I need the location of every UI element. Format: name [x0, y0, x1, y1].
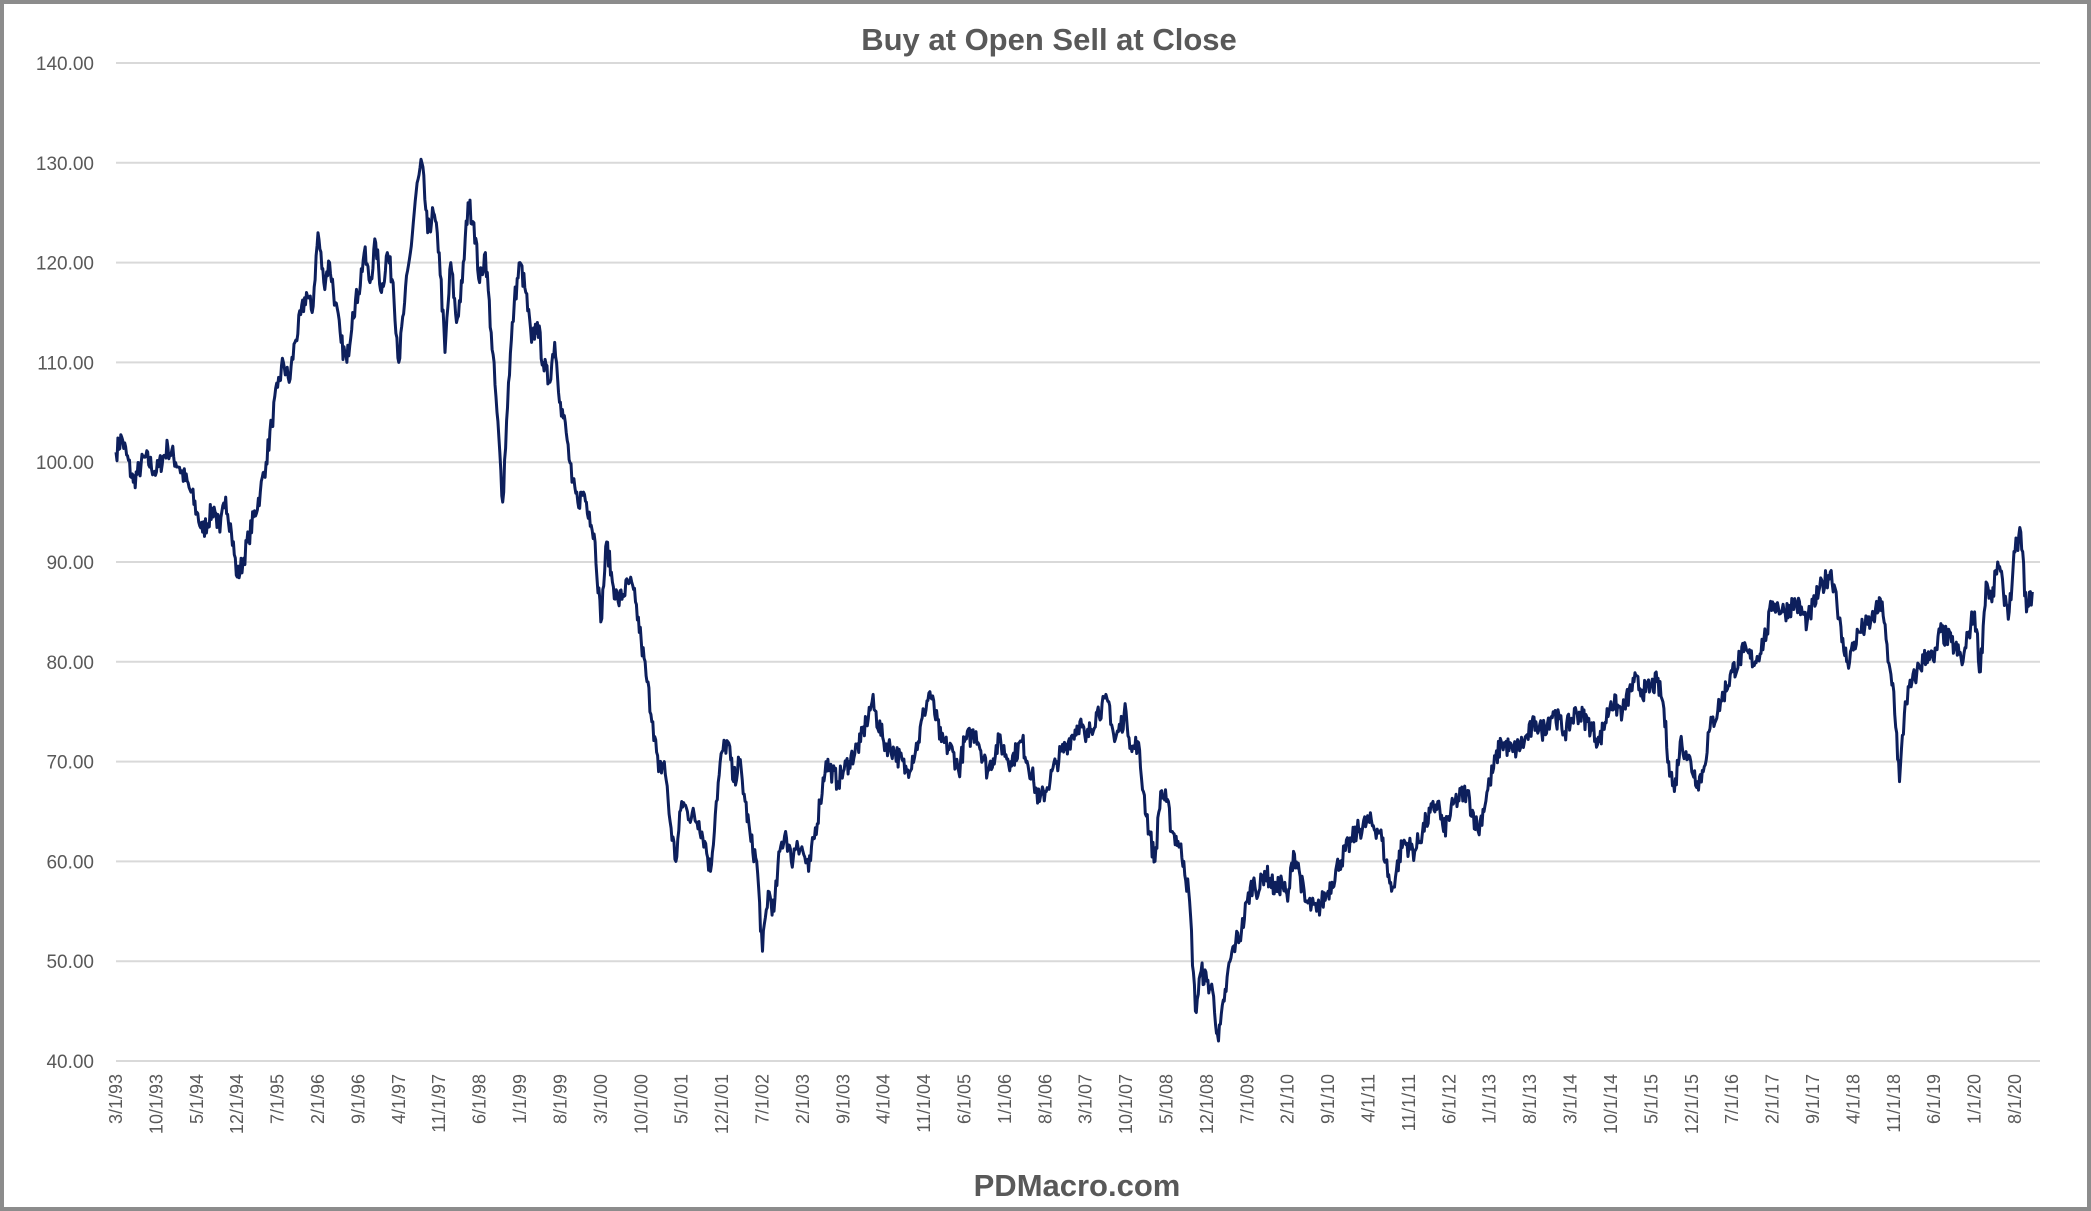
x-tick-label: 10/1/00: [631, 1074, 651, 1134]
x-tick-label: 5/1/01: [672, 1074, 692, 1124]
x-tick-label: 5/1/08: [1157, 1074, 1177, 1124]
x-tick-label: 2/1/10: [1278, 1074, 1298, 1124]
x-tick-label: 7/1/95: [268, 1074, 288, 1124]
gridlines: [116, 62, 2040, 1062]
x-tick-label: 10/1/93: [146, 1074, 166, 1134]
x-tick-label: 8/1/06: [1035, 1074, 1055, 1124]
x-tick-label: 6/1/12: [1439, 1074, 1459, 1124]
x-tick-label: 6/1/05: [954, 1074, 974, 1124]
x-tick-label: 12/1/94: [227, 1074, 247, 1134]
chart-title: Buy at Open Sell at Close: [861, 22, 1237, 57]
x-axis-labels: 3/1/93 10/1/93 5/1/94 12/1/94 7/1/95 2/1/96 9/…: [106, 1074, 2025, 1134]
x-tick-label: 3/1/93: [106, 1074, 126, 1124]
y-axis-labels: 40.00 50.00 60.00 70.00 80.00 90.00 100.00 110.…: [36, 54, 94, 1073]
y-tick-label: 90.00: [46, 553, 94, 574]
x-tick-label: 12/1/01: [712, 1074, 732, 1134]
x-tick-label: 4/1/04: [874, 1074, 894, 1124]
x-tick-label: 8/1/13: [1520, 1074, 1540, 1124]
x-tick-label: 4/1/11: [1359, 1074, 1379, 1123]
x-tick-label: 7/1/16: [1722, 1074, 1742, 1124]
x-tick-label: 1/1/20: [1965, 1074, 1985, 1124]
series-group: [114, 157, 2034, 1043]
x-tick-label: 9/1/03: [833, 1074, 853, 1124]
x-tick-label: 12/1/08: [1197, 1074, 1217, 1134]
y-tick-label: 100.00: [36, 453, 94, 474]
x-tick-label: 9/1/96: [348, 1074, 368, 1124]
x-tick-label: 7/1/02: [752, 1074, 772, 1124]
line-chart: Buy at Open Sell at Close 40.00 50.00 60.0…: [36, 22, 2040, 1203]
x-tick-label: 9/1/17: [1803, 1074, 1823, 1124]
x-tick-label: 11/1/04: [914, 1074, 934, 1133]
x-tick-label: 7/1/09: [1237, 1074, 1257, 1124]
x-tick-label: 8/1/99: [550, 1074, 570, 1124]
x-tick-label: 2/1/03: [793, 1074, 813, 1124]
x-tick-label: 11/1/97: [429, 1074, 449, 1133]
y-tick-label: 120.00: [36, 254, 94, 275]
x-tick-label: 11/1/11: [1399, 1074, 1419, 1131]
watermark: PDMacro.com: [974, 1168, 1181, 1203]
y-tick-label: 130.00: [36, 154, 94, 175]
y-tick-label: 60.00: [46, 852, 94, 873]
y-tick-label: 70.00: [46, 753, 94, 774]
y-tick-label: 80.00: [46, 653, 94, 674]
x-tick-label: 6/1/98: [470, 1074, 490, 1124]
x-tick-label: 1/1/13: [1480, 1074, 1500, 1124]
x-tick-label: 1/1/99: [510, 1074, 530, 1124]
x-tick-label: 9/1/10: [1318, 1074, 1338, 1124]
y-tick-label: 140.00: [36, 54, 94, 75]
x-tick-label: 2/1/17: [1763, 1074, 1783, 1124]
x-tick-label: 2/1/96: [308, 1074, 328, 1124]
x-tick-label: 4/1/97: [389, 1074, 409, 1124]
x-tick-label: 3/1/07: [1076, 1074, 1096, 1124]
x-tick-label: 10/1/07: [1116, 1074, 1136, 1134]
x-tick-label: 11/1/18: [1884, 1074, 1904, 1133]
x-tick-label: 5/1/15: [1641, 1074, 1661, 1124]
x-tick-label: 12/1/15: [1682, 1074, 1702, 1134]
x-tick-label: 8/1/20: [2005, 1074, 2025, 1124]
x-tick-label: 4/1/18: [1843, 1074, 1863, 1124]
y-tick-label: 40.00: [46, 1052, 94, 1073]
y-tick-label: 110.00: [37, 353, 94, 374]
x-tick-label: 3/1/14: [1561, 1074, 1581, 1124]
x-tick-label: 6/1/19: [1924, 1074, 1944, 1124]
y-tick-label: 50.00: [46, 952, 94, 973]
series-line: [114, 157, 2034, 1043]
x-tick-label: 1/1/06: [995, 1074, 1015, 1124]
x-tick-label: 10/1/14: [1601, 1074, 1621, 1134]
x-tick-label: 3/1/00: [591, 1074, 611, 1124]
x-tick-label: 5/1/94: [187, 1074, 207, 1124]
